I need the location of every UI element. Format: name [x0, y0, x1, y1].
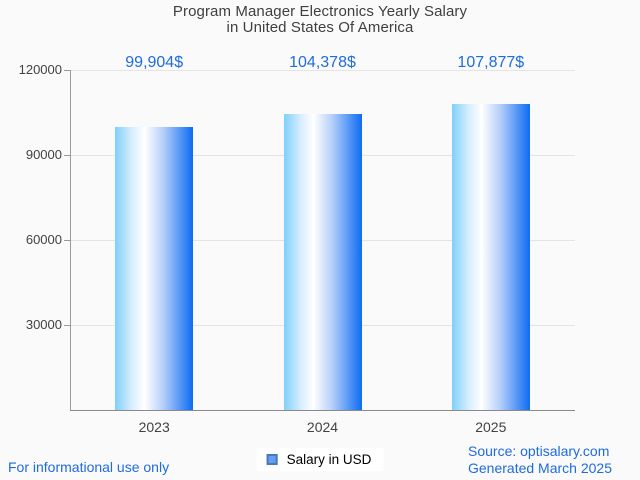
y-tick-label-30000: 30000: [25, 317, 62, 332]
legend[interactable]: Salary in USD: [256, 448, 384, 471]
y-tickmark-90000: [64, 155, 70, 156]
bar-2024[interactable]: [283, 114, 362, 410]
chart-title-line1: Program Manager Electronics Yearly Salar…: [172, 3, 468, 20]
y-tickmark-120000: [64, 70, 70, 71]
bar-2023[interactable]: [115, 126, 194, 410]
disclaimer-text: For informational use only: [8, 459, 170, 475]
y-axis-line: [70, 70, 71, 410]
y-tickmark-30000: [64, 325, 70, 326]
x-tick-label-2024: 2024: [306, 419, 339, 435]
legend-label: Salary in USD: [286, 452, 372, 467]
y-tick-label-60000: 60000: [25, 232, 62, 247]
y-tickmark-60000: [64, 240, 70, 241]
y-tick-label-120000: 120000: [18, 62, 62, 77]
value-label-2025: 107,877$: [457, 54, 525, 71]
chart-title-line2: in United States Of America: [226, 19, 414, 36]
x-axis-line: [70, 410, 575, 411]
source-link-text[interactable]: Source: optisalary.com: [468, 443, 610, 459]
gridline-120000: [70, 70, 575, 71]
legend-swatch-icon: [266, 454, 278, 465]
y-tick-label-90000: 90000: [25, 147, 62, 162]
value-label-2024: 104,378$: [289, 54, 356, 71]
value-label-2023: 99,904$: [125, 54, 184, 71]
x-tick-label-2025: 2025: [475, 419, 507, 435]
bar-2025[interactable]: [451, 104, 530, 410]
x-tick-label-2023: 2023: [138, 419, 170, 435]
chart-title: Program Manager Electronics Yearly Salar…: [0, 4, 640, 36]
source-attribution[interactable]: Source: optisalary.com Generated March 2…: [468, 443, 612, 476]
generated-date-text: Generated March 2025: [468, 459, 612, 476]
